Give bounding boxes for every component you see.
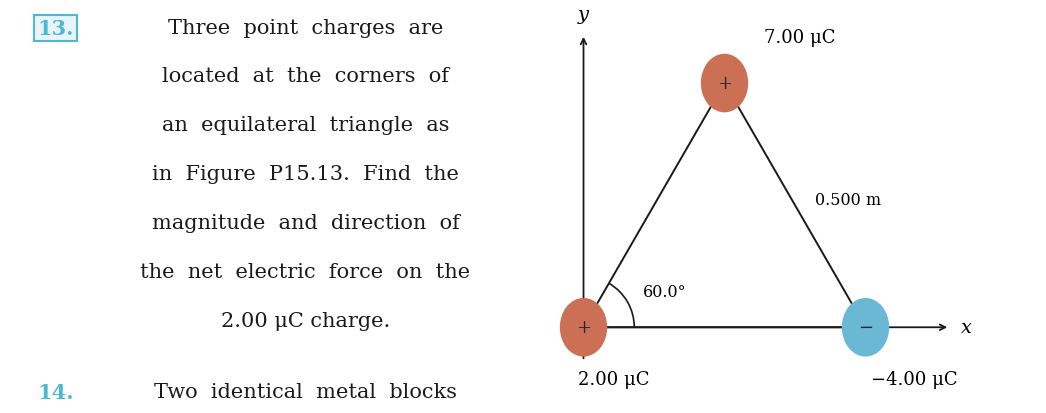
Text: 7.00 μC: 7.00 μC bbox=[764, 29, 836, 47]
Text: Two  identical  metal  blocks: Two identical metal blocks bbox=[154, 382, 457, 401]
Text: 60.0°: 60.0° bbox=[642, 283, 686, 301]
Text: +: + bbox=[576, 318, 591, 337]
Text: −4.00 μC: −4.00 μC bbox=[871, 370, 958, 388]
Text: the  net  electric  force  on  the: the net electric force on the bbox=[140, 262, 471, 281]
Text: +: + bbox=[717, 75, 732, 93]
Text: y: y bbox=[578, 6, 589, 24]
Text: an  equilateral  triangle  as: an equilateral triangle as bbox=[162, 116, 450, 135]
Text: 2.00 μC charge.: 2.00 μC charge. bbox=[221, 311, 390, 330]
Text: 13.: 13. bbox=[38, 19, 74, 38]
Text: 0.500 m: 0.500 m bbox=[815, 192, 881, 209]
Ellipse shape bbox=[842, 298, 889, 357]
Text: magnitude  and  direction  of: magnitude and direction of bbox=[152, 214, 459, 233]
Text: 14.: 14. bbox=[38, 382, 74, 402]
Text: Three  point  charges  are: Three point charges are bbox=[167, 19, 444, 38]
Ellipse shape bbox=[701, 55, 748, 113]
Text: in  Figure  P15.13.  Find  the: in Figure P15.13. Find the bbox=[152, 165, 459, 184]
Text: x: x bbox=[961, 318, 973, 337]
Text: −: − bbox=[858, 318, 873, 337]
Text: 2.00 μC: 2.00 μC bbox=[577, 370, 650, 388]
Text: located  at  the  corners  of: located at the corners of bbox=[162, 67, 449, 86]
Ellipse shape bbox=[560, 298, 607, 357]
